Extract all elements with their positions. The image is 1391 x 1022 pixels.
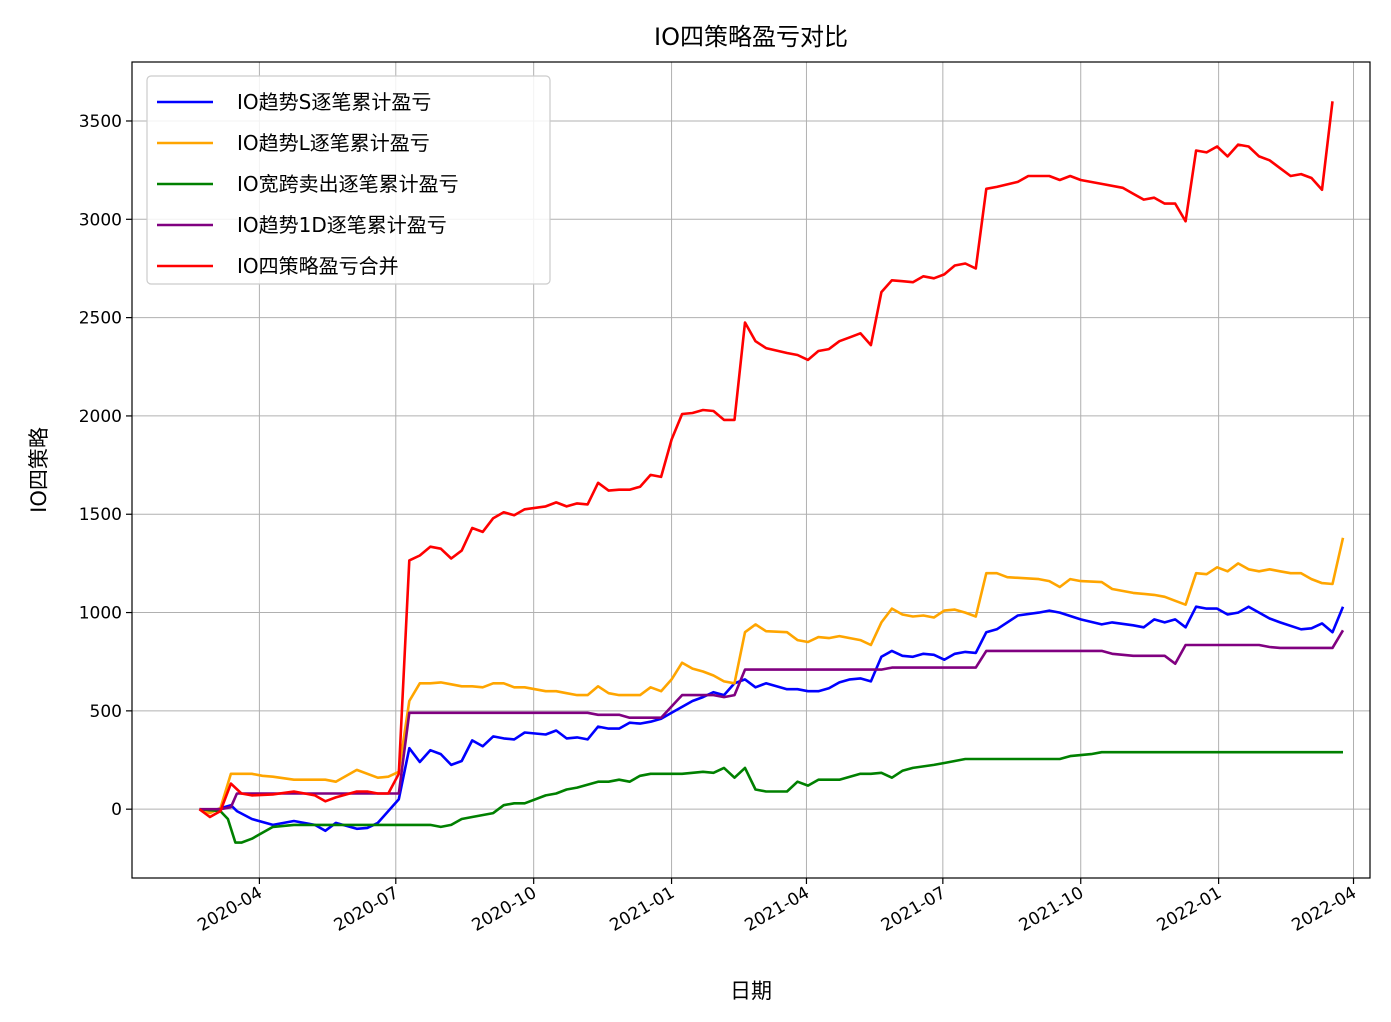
series-line-5 (198, 101, 1334, 819)
y-axis: 0 500 1000 1500 2000 2500 3000 3500 (79, 112, 132, 820)
legend: IO趋势S逐笔累计盈亏 IO趋势L逐笔累计盈亏 IO宽跨卖出逐笔累计盈亏 IO趋势1D… (146, 75, 551, 285)
series-line-3 (199, 750, 1343, 844)
y-tick-label: 3500 (79, 112, 122, 132)
chart-title: IO四策略盈亏对比 (654, 23, 848, 51)
y-axis-title: IO四策略 (27, 427, 51, 513)
series-line-4 (199, 629, 1345, 811)
series-line-1 (199, 605, 1345, 833)
y-tick-label: 0 (111, 800, 122, 820)
y-tick-label: 2500 (79, 309, 122, 329)
legend-label-3: IO宽跨卖出逐笔累计盈亏 (237, 172, 459, 196)
legend-label-2: IO趋势L逐笔累计盈亏 (237, 131, 430, 155)
y-tick-label: 3000 (79, 210, 122, 230)
y-tick-label: 500 (90, 702, 122, 722)
legend-label-1: IO趋势S逐笔累计盈亏 (237, 90, 431, 114)
x-axis-title: 日期 (730, 979, 772, 1003)
legend-label-5: IO四策略盈亏合并 (237, 254, 399, 278)
series-line-2 (198, 537, 1345, 815)
y-tick-label: 2000 (79, 407, 122, 427)
legend-box (146, 75, 551, 285)
plot-frame (131, 61, 1371, 879)
y-tick-label: 1000 (79, 604, 122, 624)
y-tick-label: 1500 (79, 505, 122, 525)
plot-series (198, 101, 1345, 844)
legend-label-4: IO趋势1D逐笔累计盈亏 (237, 213, 447, 237)
